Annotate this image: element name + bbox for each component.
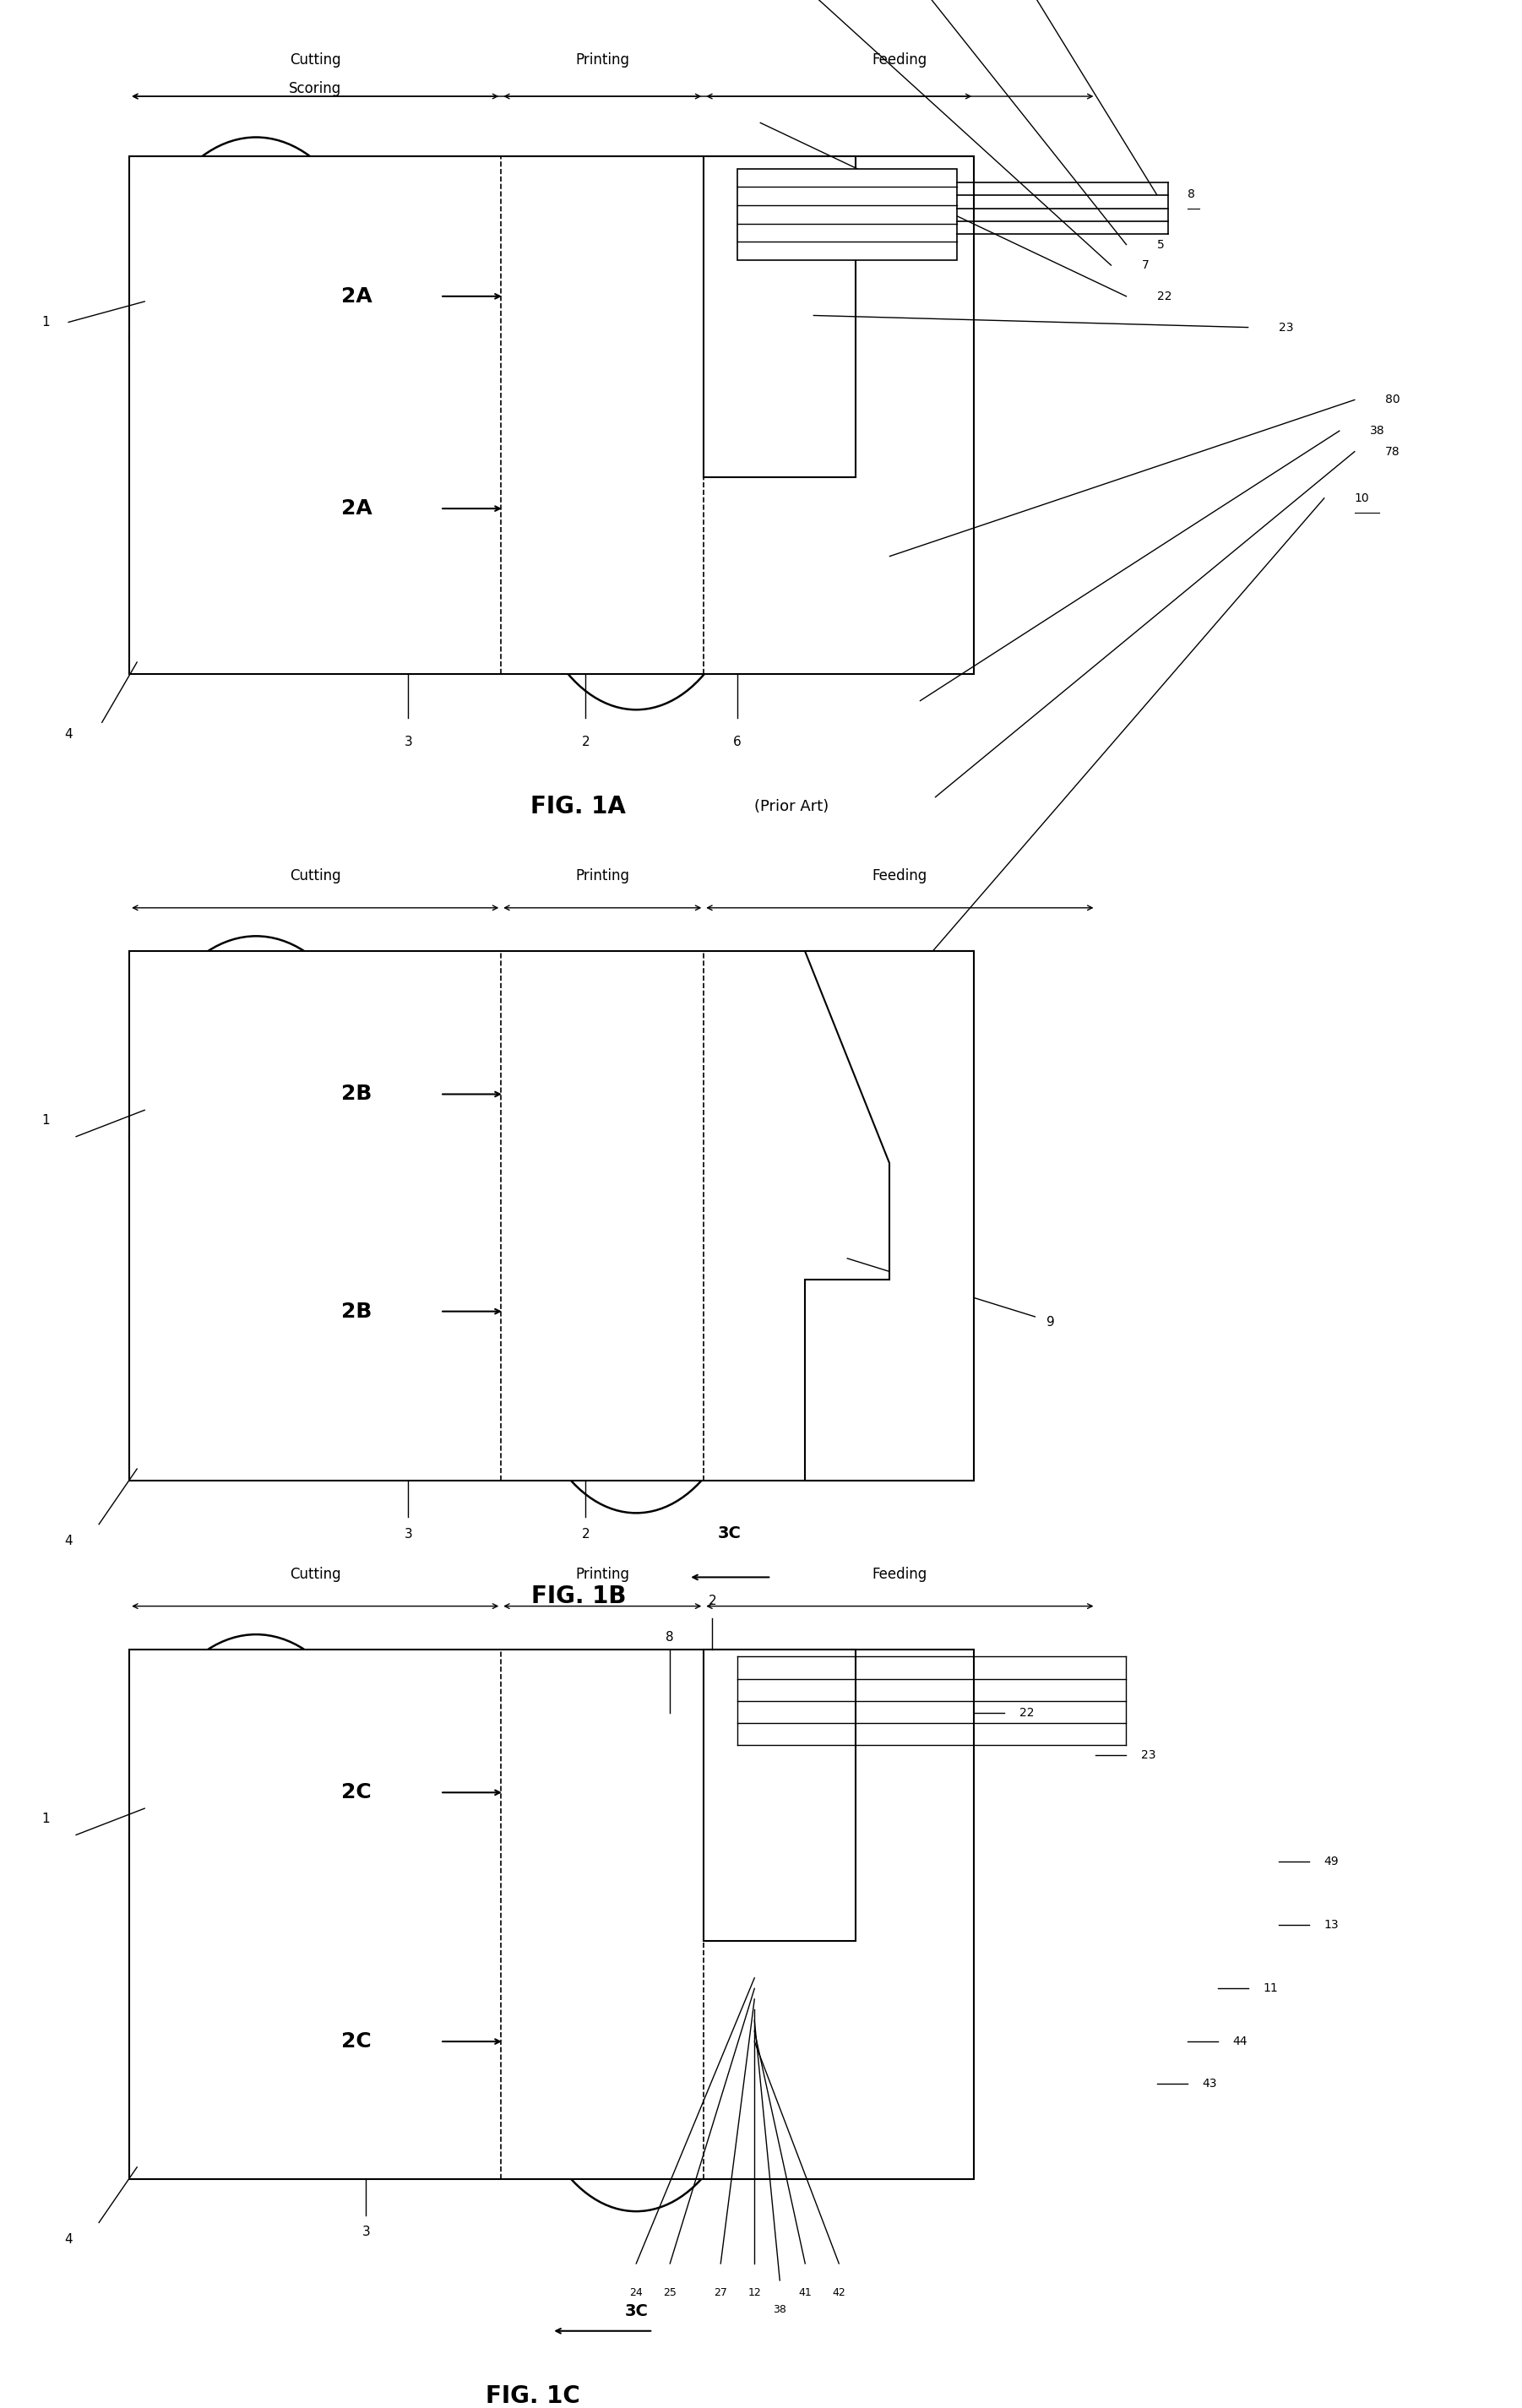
Text: 42: 42 — [833, 2288, 846, 2300]
Text: 3: 3 — [403, 734, 412, 749]
Text: 3: 3 — [403, 1527, 412, 1541]
Text: 80: 80 — [1385, 395, 1400, 407]
Text: Feeding: Feeding — [872, 53, 927, 67]
Text: Printing: Printing — [575, 869, 630, 884]
Text: Feeding: Feeding — [872, 869, 927, 884]
Text: 41: 41 — [799, 2288, 811, 2300]
Text: 27: 27 — [714, 2288, 728, 2300]
Text: Cutting: Cutting — [289, 53, 341, 67]
Text: 3: 3 — [362, 2225, 370, 2239]
Text: Printing: Printing — [575, 1568, 630, 1582]
Text: 2C: 2C — [341, 1782, 371, 1804]
Text: 6: 6 — [734, 734, 741, 749]
Text: 11: 11 — [1263, 1982, 1278, 1994]
Text: 1: 1 — [41, 1813, 50, 1825]
Text: 38: 38 — [773, 2304, 787, 2316]
Text: Cutting: Cutting — [289, 869, 341, 884]
Text: 4: 4 — [64, 727, 73, 742]
Bar — [703, 1649, 855, 1941]
Text: FIG. 1C: FIG. 1C — [486, 2384, 580, 2408]
Text: 1: 1 — [41, 315, 50, 327]
Text: 12: 12 — [747, 2288, 761, 2300]
Bar — [129, 1649, 974, 2179]
Text: 2C: 2C — [341, 2032, 371, 2052]
Text: 23: 23 — [1278, 320, 1294, 332]
Text: 1: 1 — [41, 1115, 50, 1127]
Text: 24: 24 — [630, 2288, 642, 2300]
Text: 22: 22 — [1020, 1707, 1035, 1719]
Bar — [129, 951, 974, 1481]
Text: 5: 5 — [1157, 238, 1164, 250]
Text: Scoring: Scoring — [289, 82, 341, 96]
Text: 43: 43 — [1202, 2078, 1218, 2090]
Text: Printing: Printing — [575, 53, 630, 67]
Bar — [129, 157, 974, 674]
Text: 2A: 2A — [341, 498, 371, 518]
Text: 2: 2 — [581, 734, 589, 749]
Text: 10: 10 — [1355, 491, 1370, 503]
Text: 13: 13 — [1324, 1919, 1339, 1931]
Polygon shape — [805, 951, 974, 1481]
Text: 7: 7 — [1142, 260, 1149, 272]
Text: 44: 44 — [1233, 2035, 1248, 2047]
Text: FIG. 1B: FIG. 1B — [531, 1584, 626, 1609]
Text: Cutting: Cutting — [289, 1568, 341, 1582]
Text: Feeding: Feeding — [872, 1568, 927, 1582]
Text: 22: 22 — [1157, 291, 1172, 303]
Text: FIG. 1A: FIG. 1A — [531, 795, 626, 819]
Text: 3C: 3C — [624, 2304, 648, 2319]
Text: (Prior Art): (Prior Art) — [755, 799, 828, 814]
Text: 9: 9 — [1046, 1315, 1055, 1329]
Text: 4: 4 — [64, 2232, 73, 2247]
Text: 8: 8 — [667, 1630, 674, 1645]
Bar — [738, 169, 957, 260]
Text: 8: 8 — [1187, 188, 1195, 200]
Text: 25: 25 — [664, 2288, 677, 2300]
Text: 2A: 2A — [341, 287, 371, 306]
Text: 23: 23 — [1142, 1751, 1157, 1760]
Text: 49: 49 — [1324, 1857, 1339, 1866]
Text: 38: 38 — [1370, 424, 1385, 436]
Text: 2: 2 — [581, 1527, 589, 1541]
Text: 3C: 3C — [717, 1524, 741, 1541]
Text: 2B: 2B — [341, 1084, 371, 1105]
Text: 2: 2 — [708, 1594, 717, 1609]
Text: 4: 4 — [64, 1534, 73, 1548]
Text: 2B: 2B — [341, 1300, 371, 1322]
Text: 78: 78 — [1385, 445, 1400, 458]
Bar — [703, 157, 855, 477]
